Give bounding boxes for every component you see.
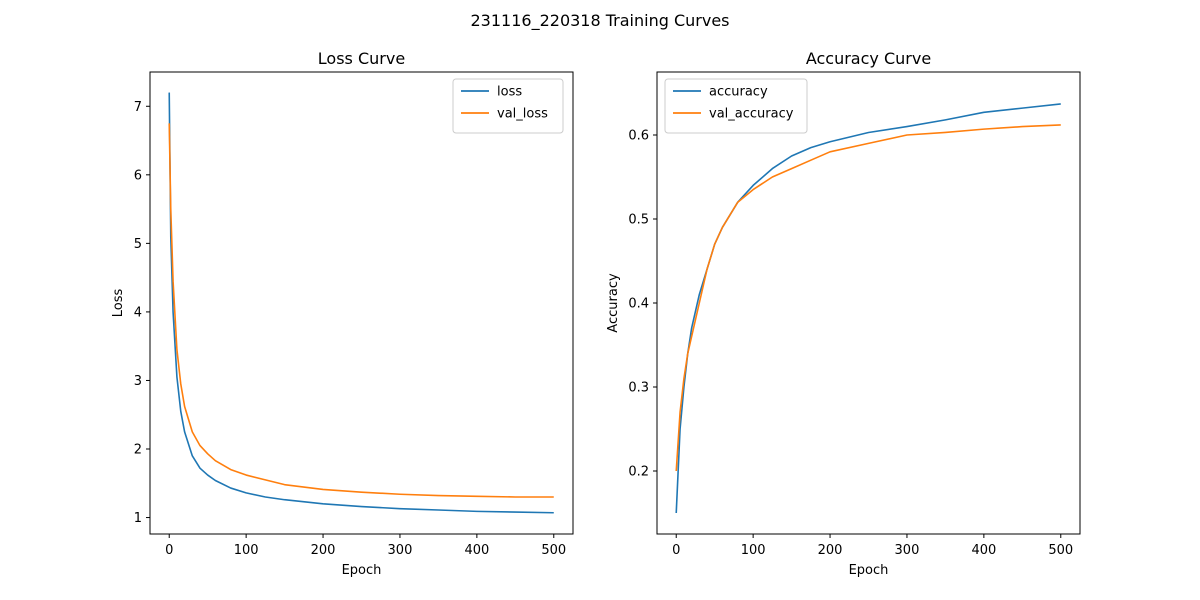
accuracy-curve-panel: Accuracy Curve 0 100 200 300 400 500 0.2 0.3 0.4 0… bbox=[606, 49, 1081, 578]
accuracy-curve-ytick-label: 0.4 bbox=[628, 297, 649, 312]
accuracy-curve-legend-label: val_accuracy bbox=[709, 107, 794, 122]
loss-curve-xtick-label: 500 bbox=[541, 543, 566, 558]
accuracy-curve-series-accuracy-line bbox=[675, 103, 1061, 514]
accuracy-curve-axes-frame bbox=[656, 71, 1081, 535]
loss-curve-axes-frame bbox=[149, 71, 574, 535]
accuracy-curve-ytick-label: 0.2 bbox=[628, 465, 649, 480]
accuracy-curve-xtick-label: 500 bbox=[1048, 543, 1073, 558]
figure-suptitle: 231116_220318 Training Curves bbox=[471, 11, 730, 31]
accuracy-curve-legend: accuracy val_accuracy bbox=[664, 78, 808, 134]
loss-curve-xtick-label: 0 bbox=[165, 543, 173, 558]
accuracy-curve-xtick-label: 400 bbox=[971, 543, 996, 558]
accuracy-curve-title: Accuracy Curve bbox=[806, 49, 931, 68]
accuracy-curve-ylabel: Accuracy bbox=[606, 273, 621, 333]
accuracy-curve-ytick-label: 0.5 bbox=[628, 213, 649, 228]
accuracy-curve-xtick-label: 200 bbox=[818, 543, 843, 558]
loss-curve-ytick-label: 5 bbox=[134, 237, 142, 252]
accuracy-curve-legend-label: accuracy bbox=[709, 85, 768, 100]
loss-curve-title: Loss Curve bbox=[318, 49, 405, 68]
accuracy-curve-xlabel: Epoch bbox=[849, 563, 889, 578]
loss-curve-xlabel: Epoch bbox=[342, 563, 382, 578]
loss-curve-panel: Loss Curve 0 100 200 300 400 500 1 2 3 4 5 6 7 Epoch Lo… bbox=[111, 49, 574, 578]
loss-curve-xtick-label: 200 bbox=[311, 543, 336, 558]
loss-curve-ylabel: Loss bbox=[111, 289, 126, 318]
loss-curve-legend: loss val_loss bbox=[452, 78, 564, 134]
loss-curve-ytick-label: 4 bbox=[134, 305, 142, 320]
loss-curve-xtick-label: 400 bbox=[464, 543, 489, 558]
loss-curve-legend-label: val_loss bbox=[497, 107, 548, 122]
loss-curve-ytick-label: 3 bbox=[134, 374, 142, 389]
accuracy-curve-xtick-label: 0 bbox=[672, 543, 680, 558]
loss-curve-ytick-label: 7 bbox=[134, 100, 142, 115]
accuracy-curve-legend-box bbox=[664, 78, 808, 134]
loss-curve-ytick-label: 2 bbox=[134, 443, 142, 458]
accuracy-curve-xtick-label: 100 bbox=[741, 543, 766, 558]
accuracy-curve-xtick-label: 300 bbox=[895, 543, 920, 558]
accuracy-curve-ytick-label: 0.6 bbox=[628, 129, 649, 144]
loss-curve-legend-label: loss bbox=[497, 85, 522, 100]
loss-curve-ytick-label: 6 bbox=[134, 168, 142, 183]
accuracy-curve-series-val-accuracy-line bbox=[675, 124, 1061, 472]
accuracy-curve-ytick-label: 0.3 bbox=[628, 381, 649, 396]
loss-curve-xtick-label: 100 bbox=[234, 543, 259, 558]
loss-curve-legend-box bbox=[452, 78, 564, 134]
loss-curve-series-val-loss-line bbox=[168, 123, 554, 498]
loss-curve-xtick-label: 300 bbox=[388, 543, 413, 558]
loss-curve-series-loss-line bbox=[168, 92, 554, 514]
loss-curve-ytick-label: 1 bbox=[134, 511, 142, 526]
